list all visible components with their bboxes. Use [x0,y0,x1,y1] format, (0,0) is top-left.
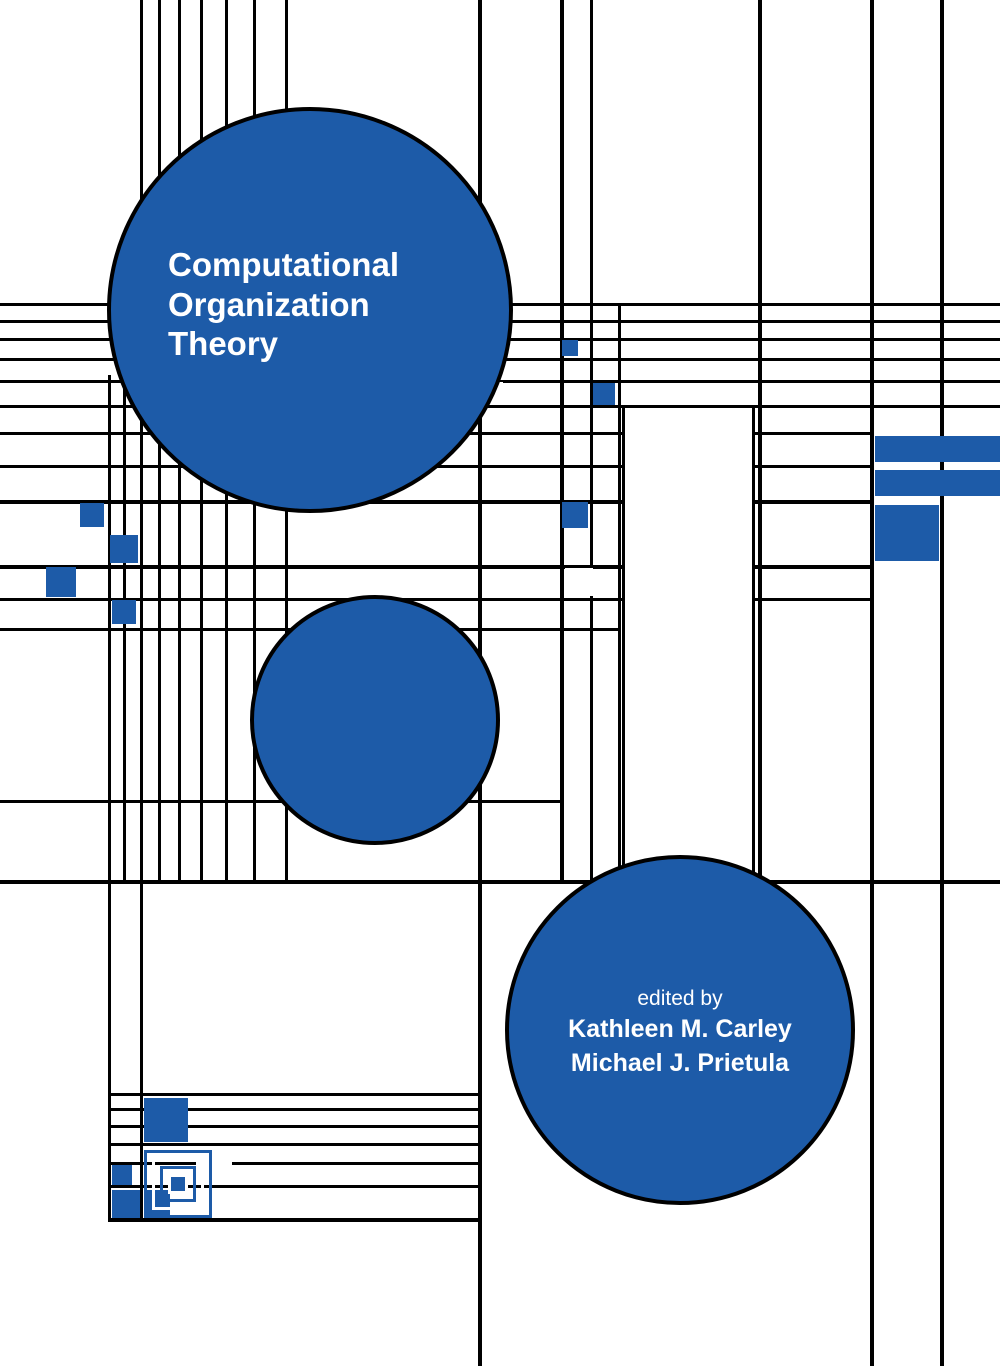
v-line [870,0,874,1366]
v-line [940,0,944,1366]
v-line [618,303,621,880]
circle-grid [250,595,500,845]
edited-by-label: edited by [637,987,722,1010]
h-line [108,1218,478,1222]
editor-name: Michael J. Prietula [571,1049,789,1077]
h-line [108,1143,478,1146]
white-panel [622,405,755,875]
nested-square [168,1174,188,1194]
accent-square [562,502,588,528]
accent-bar [875,470,1000,496]
v-line [560,0,564,880]
v-line [108,375,111,1218]
v-line [590,0,593,880]
editors-block: edited by Kathleen M. Carley Michael J. Pr… [525,985,835,1081]
v-line [140,0,143,1218]
accent-square [110,535,138,563]
h-line [0,880,1000,884]
accent-square [144,1098,188,1142]
book-title: ComputationalOrganizationTheory [168,245,399,364]
accent-bar [875,436,1000,462]
v-line [123,375,126,880]
accent-square [112,600,136,624]
mini-grid-square [112,1190,140,1218]
accent-square [593,383,615,405]
accent-square [562,340,578,356]
accent-square [80,503,104,527]
striped-block [875,0,939,300]
accent-bar [875,505,939,561]
h-line [108,1093,478,1096]
accent-square [112,1165,132,1185]
accent-square [565,568,593,596]
editor-name: Kathleen M. Carley [568,1015,792,1043]
v-line [758,0,762,880]
cover-canvas: ComputationalOrganizationTheory edited by… [0,0,1000,1366]
accent-square [46,567,76,597]
